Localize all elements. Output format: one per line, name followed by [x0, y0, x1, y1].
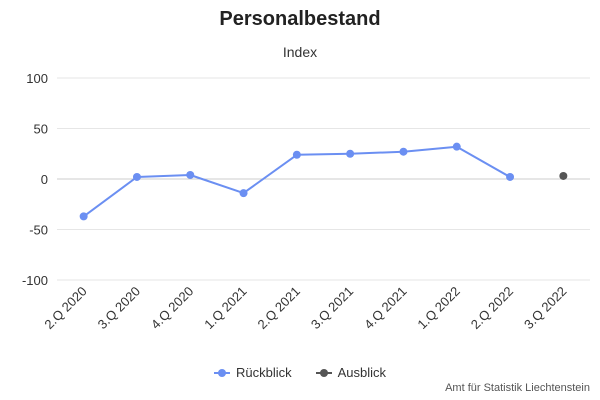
- x-tick-label: 3.Q 2022: [521, 284, 569, 332]
- legend-label-ausblick: Ausblick: [337, 365, 387, 380]
- x-tick-label: 2.Q 2021: [255, 284, 303, 332]
- x-tick-label: 2.Q 2022: [468, 284, 516, 332]
- x-tick-label: 4.Q 2020: [148, 284, 196, 332]
- chart-title: Personalbestand: [219, 8, 381, 30]
- x-tick-label: 1.Q 2022: [414, 284, 462, 332]
- legend-item-ausblick[interactable]: Ausblick: [315, 365, 387, 380]
- y-tick-label: -100: [22, 273, 48, 288]
- data-point: [239, 189, 248, 198]
- legend-item-rueckblick[interactable]: Rückblick: [213, 365, 292, 380]
- legend-swatch-rueckblick: [213, 368, 230, 378]
- gridlines: [57, 77, 590, 281]
- data-point: [346, 149, 355, 158]
- y-axis-ticks: 100 50 0 -50 -100: [22, 71, 48, 288]
- data-point: [292, 150, 301, 159]
- x-tick-label: 3.Q 2020: [95, 284, 143, 332]
- legend-label-rueckblick: Rückblick: [235, 365, 292, 380]
- x-tick-label: 4.Q 2021: [361, 284, 409, 332]
- y-tick-label: 0: [41, 172, 48, 187]
- x-tick-label: 3.Q 2021: [308, 284, 356, 332]
- data-point: [132, 172, 141, 181]
- data-point: [79, 212, 88, 221]
- data-point: [506, 172, 515, 181]
- data-point: [452, 142, 461, 151]
- legend-swatch-ausblick: [315, 368, 332, 378]
- data-point: [186, 170, 195, 179]
- credits: Amt für Statistik Liechtenstein: [445, 382, 590, 394]
- y-tick-label: 100: [26, 71, 48, 86]
- data-point: [559, 171, 568, 180]
- data-point: [399, 147, 408, 156]
- y-tick-label: -50: [29, 223, 48, 238]
- y-tick-label: 50: [34, 122, 48, 137]
- chart-subtitle: Index: [282, 44, 318, 60]
- series: [79, 142, 568, 221]
- x-axis-ticks: 2.Q 2020 3.Q 2020 4.Q 2020 1.Q 2021 2.Q 2021…: [41, 284, 569, 332]
- x-tick-label: 1.Q 2021: [201, 284, 249, 332]
- legend: Rückblick Ausblick: [0, 365, 600, 380]
- x-tick-label: 2.Q 2020: [41, 284, 89, 332]
